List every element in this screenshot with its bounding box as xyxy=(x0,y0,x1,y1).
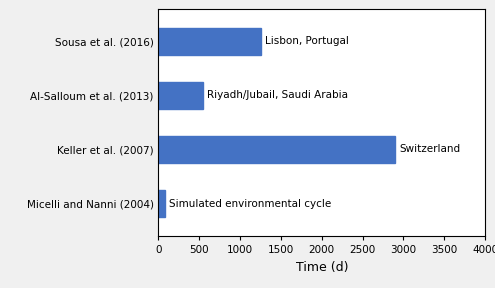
Bar xyxy=(158,136,395,163)
Text: Switzerland: Switzerland xyxy=(399,145,460,154)
Text: Lisbon, Portugal: Lisbon, Portugal xyxy=(265,36,349,46)
Bar xyxy=(158,28,261,55)
Text: Simulated environmental cycle: Simulated environmental cycle xyxy=(169,199,331,209)
X-axis label: Time (d): Time (d) xyxy=(296,261,348,274)
Bar xyxy=(158,82,203,109)
Bar xyxy=(158,190,164,217)
Text: Riyadh/Jubail, Saudi Arabia: Riyadh/Jubail, Saudi Arabia xyxy=(207,90,348,100)
